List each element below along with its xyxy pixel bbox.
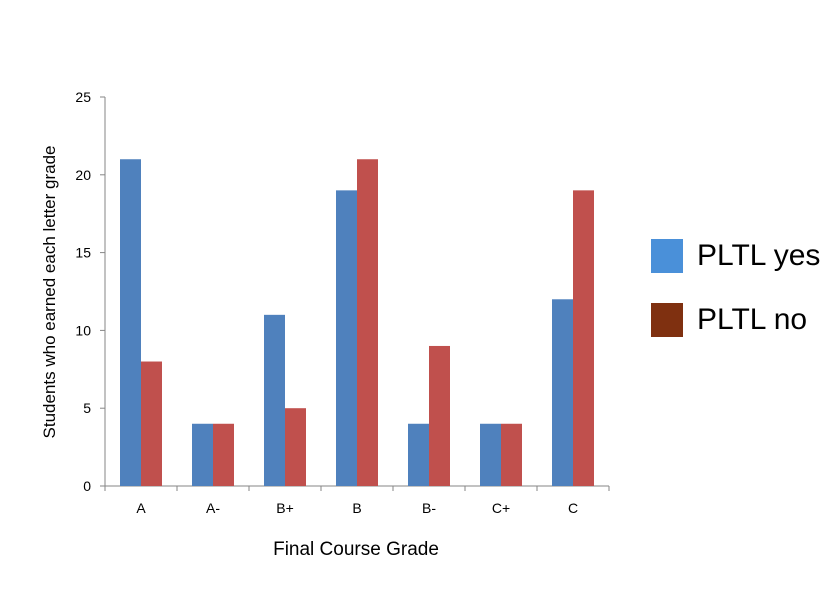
legend-label-pltl-no: PLTL no [697, 303, 808, 336]
legend-item-pltl-yes: PLTL yes [651, 238, 820, 274]
legend-swatch-pltl-no [651, 303, 683, 337]
x-tick-label: B [352, 500, 361, 516]
legend-item-pltl-no: PLTL no [651, 302, 820, 338]
legend: PLTL yes PLTL no [651, 238, 820, 366]
bar-pltl-no [141, 361, 162, 486]
x-tick-label: A- [206, 500, 220, 516]
bar-pltl-yes [120, 159, 141, 487]
bar-pltl-no [573, 190, 594, 487]
bar-pltl-no [213, 423, 234, 486]
x-tick-label: B- [422, 500, 436, 516]
y-tick-label: 25 [75, 89, 91, 105]
y-tick-label: 5 [83, 400, 91, 416]
bar-pltl-no [429, 345, 450, 486]
bar-pltl-no [285, 408, 306, 486]
legend-swatch-pltl-yes [651, 239, 683, 273]
y-tick-label: 0 [83, 478, 91, 494]
x-tick-label: A [136, 500, 146, 516]
bar-pltl-yes [480, 423, 501, 486]
y-tick-label: 20 [75, 167, 91, 183]
legend-label-pltl-yes: PLTL yes [697, 239, 821, 272]
x-axis-label: Final Course Grade [273, 539, 439, 560]
x-tick-label: C [568, 500, 578, 516]
bar-pltl-yes [552, 299, 573, 486]
bar-pltl-no [501, 423, 522, 486]
bar-pltl-yes [264, 314, 285, 486]
y-tick-label: 15 [75, 245, 91, 261]
bar-pltl-no [357, 159, 378, 487]
bar-pltl-yes [336, 190, 357, 487]
x-tick-label: B+ [276, 500, 294, 516]
x-tick-label: C+ [492, 500, 510, 516]
bar-pltl-yes [192, 423, 213, 486]
y-axis-label: Students who earned each letter grade [40, 146, 59, 439]
bar-pltl-yes [408, 423, 429, 486]
y-tick-label: 10 [75, 322, 91, 338]
